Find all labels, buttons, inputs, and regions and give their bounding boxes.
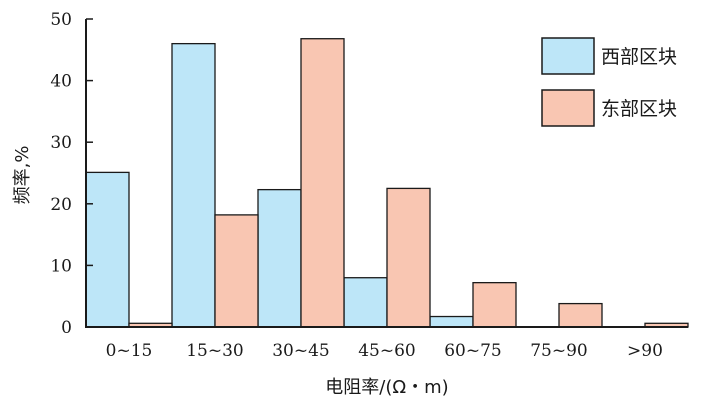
- legend-swatch: [541, 89, 595, 127]
- bar-2-5: [472, 281, 517, 328]
- y-tick-label: 0: [61, 318, 72, 338]
- y-axis-label: 频率,%: [12, 146, 33, 205]
- legend-swatch: [541, 37, 595, 75]
- bar-1-1: [85, 171, 130, 328]
- axes-layer: [85, 18, 688, 328]
- y-tick-label: 40: [50, 72, 72, 92]
- x-tick-labels: 0~15 15~30 30~45 45~60 60~75 75~90 >90: [106, 341, 663, 361]
- x-tick-label: 60~75: [444, 341, 502, 361]
- y-tick-label: 50: [50, 10, 72, 30]
- x-tick-label: 15~30: [186, 341, 244, 361]
- x-tick-label: 75~90: [530, 341, 588, 361]
- bar-1-3: [257, 188, 302, 328]
- bar-1-2: [171, 42, 216, 328]
- x-tick-label: 45~60: [358, 341, 416, 361]
- legend-label: 西部区块: [601, 46, 677, 68]
- legend-label: 东部区块: [601, 98, 677, 120]
- y-tick-label: 10: [50, 256, 72, 276]
- bar-2-2: [214, 214, 259, 328]
- x-tick-label: 0~15: [106, 341, 153, 361]
- bar-1-5: [429, 315, 474, 328]
- y-tick-label: 30: [50, 133, 72, 153]
- x-axis-label: 电阻率/(Ω・m): [325, 377, 448, 398]
- y-tick-labels: 0 10 20 30 40 50: [50, 10, 72, 338]
- bars-layer: [85, 38, 689, 328]
- bar-2-4: [386, 187, 431, 328]
- y-tick-label: 20: [50, 195, 72, 215]
- x-tick-label: 30~45: [272, 341, 330, 361]
- bar-1-4: [343, 277, 388, 328]
- x-tick-label: >90: [627, 341, 663, 361]
- bar-2-3: [300, 38, 345, 328]
- bar-2-6: [558, 302, 603, 328]
